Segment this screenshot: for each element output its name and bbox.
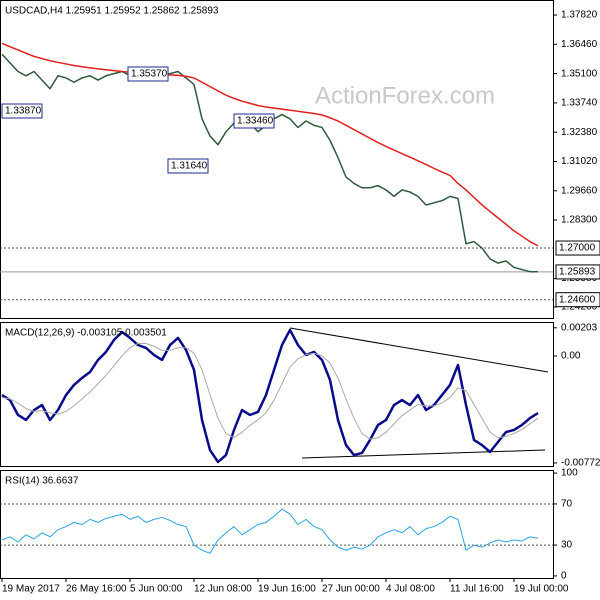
level-label-box [555,292,600,308]
series-line [1,508,539,554]
panel-frame [0,322,554,467]
annotation: 1.35370 [131,69,168,80]
annotation: 1.33870 [5,106,42,117]
x-tick-label: 19 May 2017 [2,584,60,595]
series-line [1,342,539,440]
annotation-box [127,66,169,82]
y-tick-label: 100 [561,468,578,479]
y-tick-label: 1.37820 [561,10,598,21]
x-tick-label: 19 Jun 16:00 [258,584,316,595]
y-tick-label: 1.28300 [561,215,598,226]
y-tick-label: 1.31020 [561,156,598,167]
annotation: 1.31640 [171,161,208,172]
x-tick-label: 5 Jun 00:00 [130,584,183,595]
trend-line [289,327,549,373]
x-tick-label: 12 Jun 08:00 [194,584,252,595]
annotation-box [1,103,43,119]
y-tick-label: 1.33740 [561,98,598,109]
y-tick-label: 0.00203 [561,322,598,333]
y-tick-label: -0.00772 [561,458,600,469]
y-tick-label: 1.32380 [561,127,598,138]
annotation-box [167,158,209,174]
y-tick-label: 70 [561,499,573,510]
x-tick-label: 27 Jun 00:00 [322,584,380,595]
panel-title: MACD(12,26,9) -0.003105 0.003501 [5,328,167,339]
level-label-box [555,264,600,280]
x-tick-label: 11 Jul 16:00 [450,584,504,595]
y-tick-label: 0.00 [561,351,581,362]
series-line [1,42,539,247]
y-tick-label: 0 [561,571,567,582]
panel-title: RSI(14) 36.6637 [5,476,79,487]
series-line [1,328,539,464]
level-label: 1.27000 [559,243,596,254]
x-tick-label: 26 May 16:00 [66,584,127,595]
x-tick-label: 19 Jul 00:00 [514,584,569,595]
annotation: 1.33460 [237,116,274,127]
y-tick-label: 1.29660 [561,185,598,196]
level-label: 1.24600 [559,294,596,305]
x-tick-label: 4 Jul 08:00 [386,584,435,595]
panel-frame [0,0,554,319]
panel-frame [0,470,554,579]
level-label-box [555,240,600,256]
y-tick-label: 30 [561,540,573,551]
y-tick-label: 1.35100 [561,68,598,79]
trend-line [301,449,546,459]
watermark: ActionForex.com [315,82,495,109]
panel-title: USDCAD,H4 1.25951 1.25952 1.25862 1.2589… [5,6,219,17]
level-label: 1.25893 [559,267,596,278]
annotation-box [233,113,275,129]
y-tick-label: 1.36460 [561,39,598,50]
